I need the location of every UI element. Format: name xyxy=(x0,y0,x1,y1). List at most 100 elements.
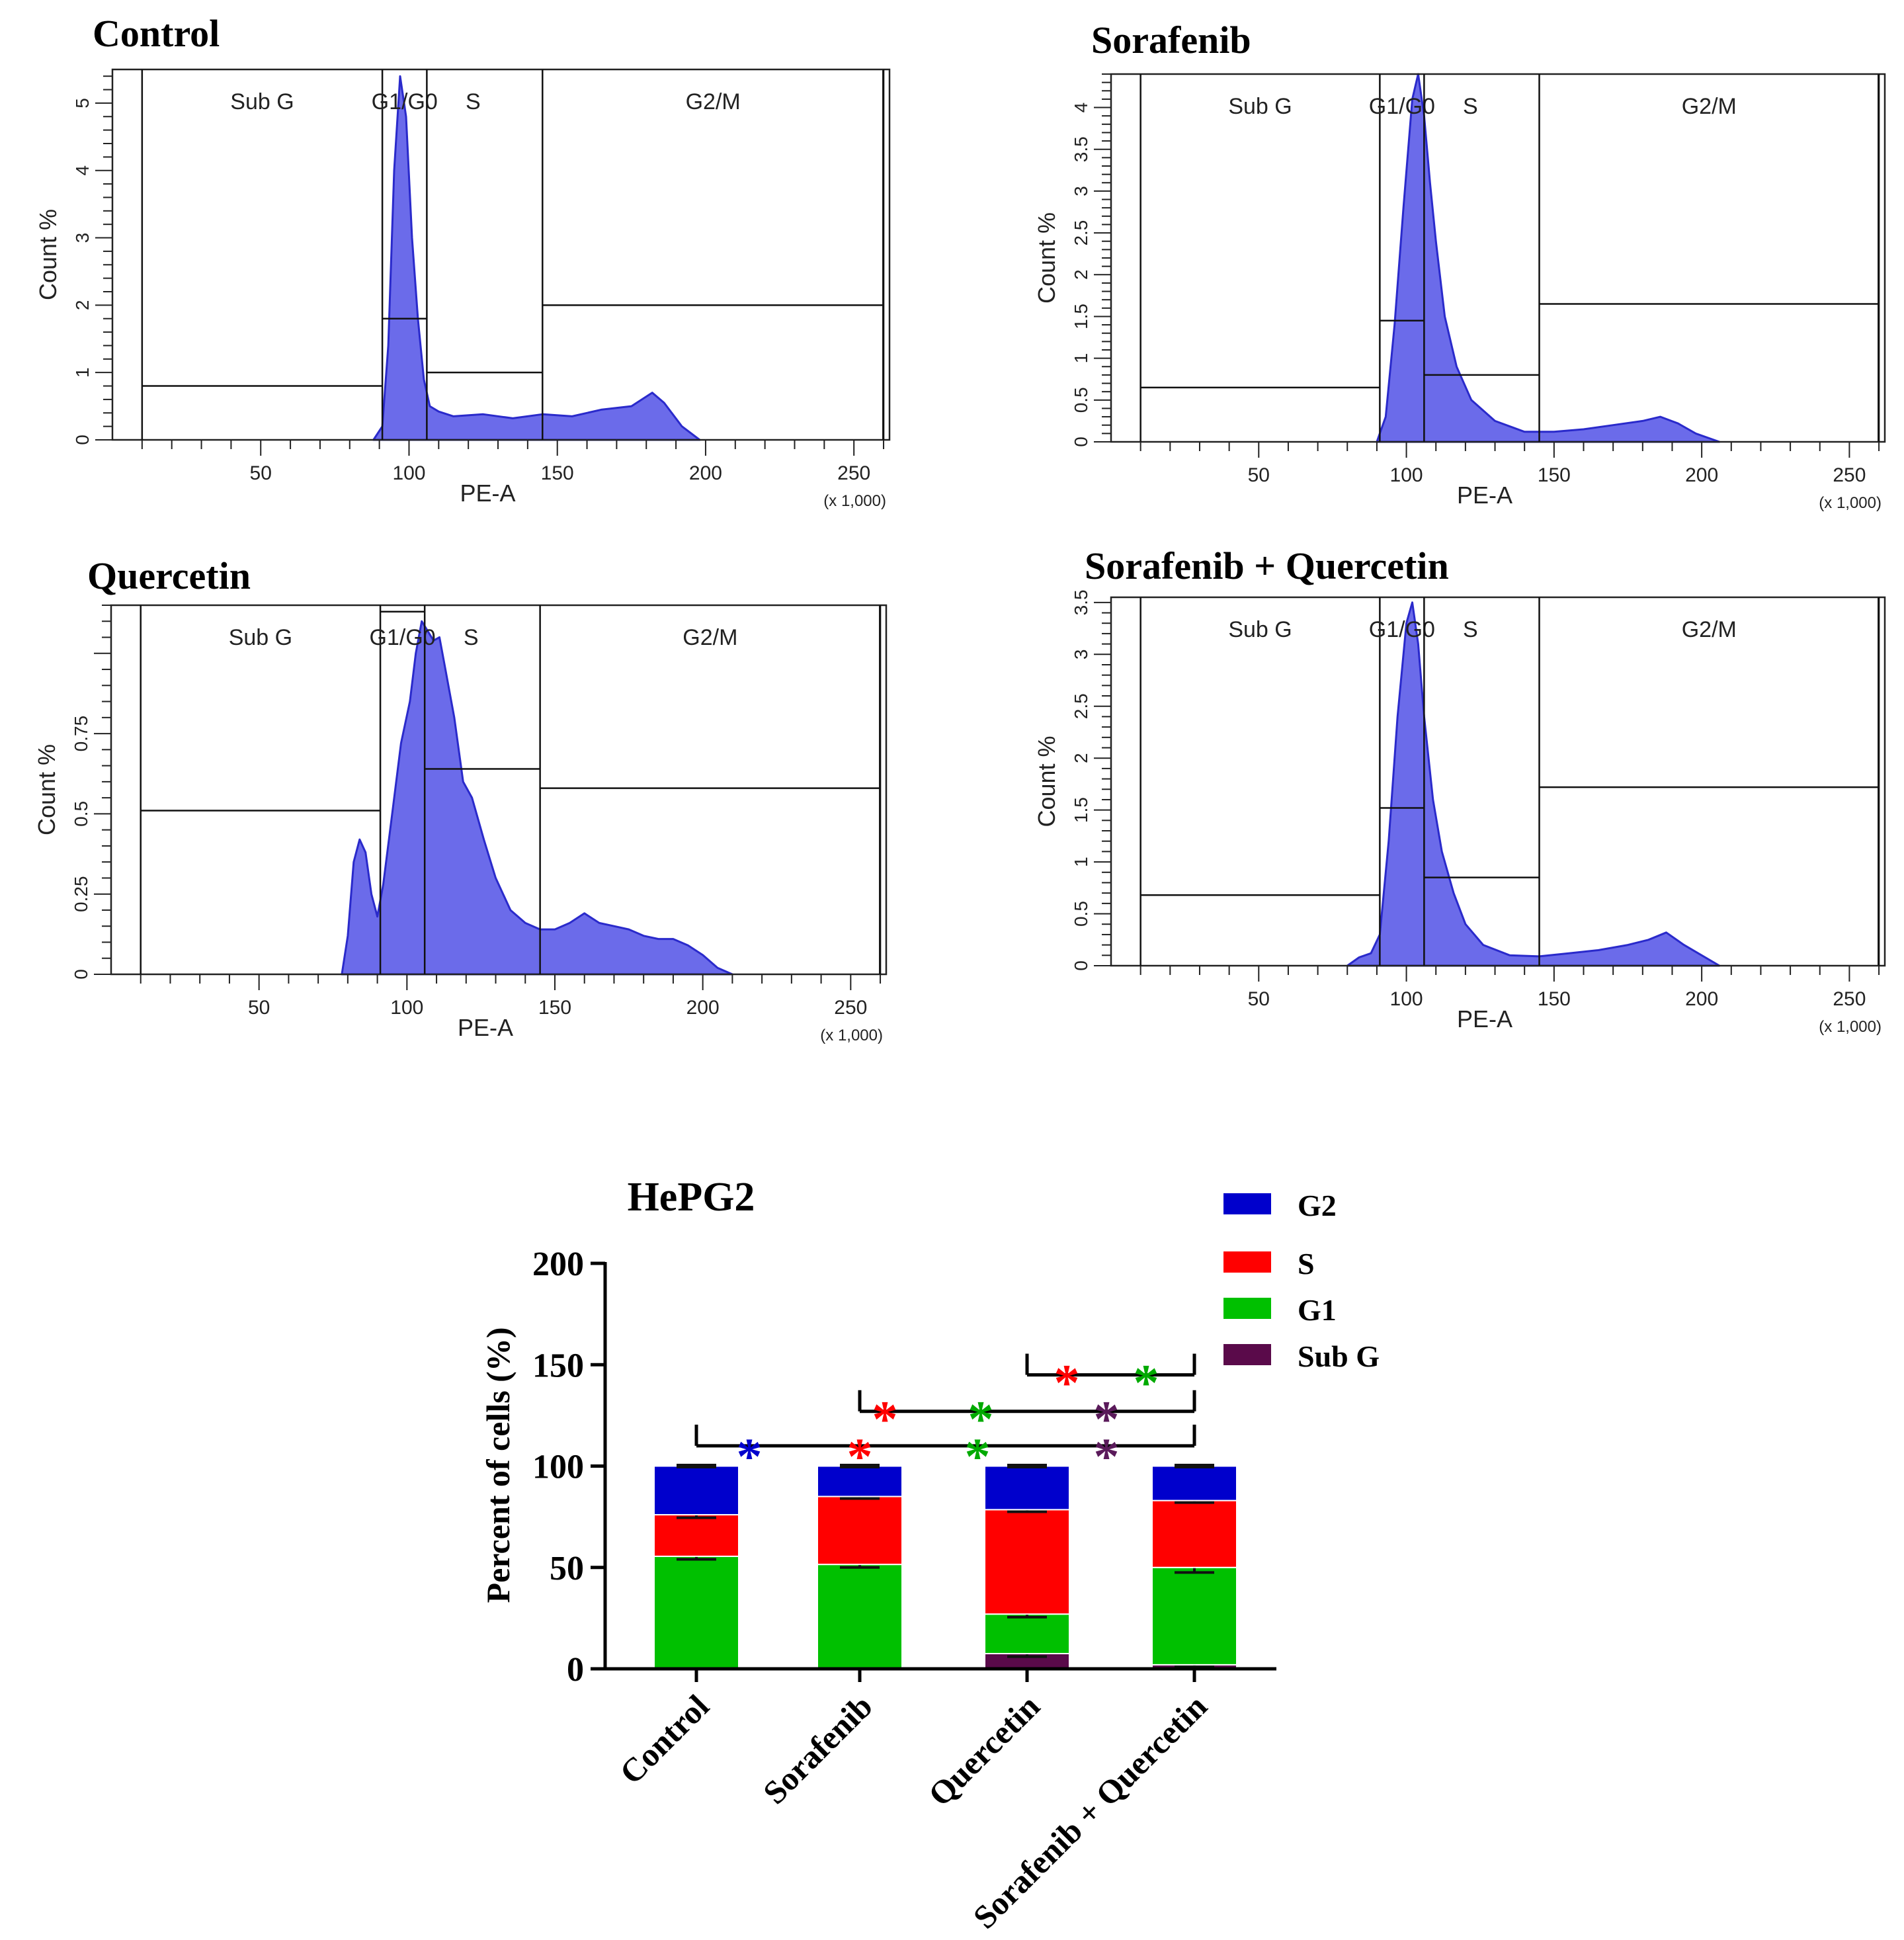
y-tick-label: 3 xyxy=(72,233,93,243)
x-tick-label: 200 xyxy=(689,462,722,484)
gate-label: Sub G xyxy=(1228,94,1292,119)
y-tick-label: 0.5 xyxy=(71,801,91,827)
x-tick-label: 250 xyxy=(1833,988,1866,1010)
y-tick-label: 100 xyxy=(532,1449,584,1486)
x-tick-label: 250 xyxy=(1833,464,1866,486)
y-tick-label: 5 xyxy=(72,98,93,108)
gate-label: S xyxy=(466,89,481,114)
legend-swatch xyxy=(1223,1298,1271,1319)
legend-label: Sub G xyxy=(1298,1339,1380,1373)
significance-star: * xyxy=(1134,1354,1159,1412)
significance-star: * xyxy=(1094,1427,1120,1485)
bar-segment-g1 xyxy=(653,1555,739,1669)
bar-segment-g2 xyxy=(653,1465,739,1516)
gate-label: S xyxy=(464,625,479,650)
x-axis-label: PE-A xyxy=(460,480,515,507)
x-tick-label: 250 xyxy=(834,997,867,1019)
significance-star: * xyxy=(847,1427,873,1485)
histogram-panel-3: Quercetin Sub G G1/G0 S G2/M 50 100 150 200 250 PE… xyxy=(33,554,888,1044)
plot-frame xyxy=(1110,73,1886,443)
y-tick-label: 0.75 xyxy=(71,716,91,752)
chart-title: HePG2 xyxy=(628,1175,755,1220)
gate-label: G2/M xyxy=(686,89,741,114)
x-tick-label: 50 xyxy=(250,462,272,484)
legend-label: G2 xyxy=(1298,1189,1337,1222)
y-tick-label: 2.5 xyxy=(1071,220,1091,246)
x-tick-label: 50 xyxy=(248,997,270,1019)
y-axis-label: Count % xyxy=(33,744,60,835)
gate-label: Sub G xyxy=(230,89,294,114)
histogram-panel-2: Sorafenib Sub G G1/G0 S G2/M 50 100 150 200 250 PE… xyxy=(1033,19,1886,512)
gate-label: G1/G0 xyxy=(372,89,438,114)
legend-label: G1 xyxy=(1298,1293,1337,1327)
y-tick-label: 1 xyxy=(1071,353,1091,364)
significance-star: * xyxy=(1094,1390,1120,1448)
y-tick-label: 2 xyxy=(1071,269,1091,280)
gate-label: G2/M xyxy=(1682,617,1737,642)
bar-segment-g1 xyxy=(1151,1566,1237,1666)
y-axis-label: Count % xyxy=(34,209,62,300)
y-tick-label: 3 xyxy=(1071,650,1091,660)
histogram-area xyxy=(341,620,733,976)
y-tick-label: 1 xyxy=(1071,857,1091,867)
y-tick-label: 0 xyxy=(567,1651,584,1689)
plot-frame xyxy=(1110,596,1886,967)
bar-segment-s xyxy=(817,1496,903,1566)
y-tick-label: 0.5 xyxy=(1071,901,1091,927)
y-tick-label: 0.25 xyxy=(71,876,91,912)
x-axis-label: PE-A xyxy=(1457,482,1512,509)
histogram-area xyxy=(1376,73,1721,443)
significance-star: * xyxy=(968,1390,994,1448)
y-tick-label: 4 xyxy=(1071,103,1091,113)
gate-label: G1/G0 xyxy=(1369,617,1435,642)
x-scale-note: (x 1,000) xyxy=(823,492,886,510)
y-tick-label: 2 xyxy=(1071,753,1091,763)
y-tick-label: 3 xyxy=(1071,186,1091,196)
y-tick-label: 2.5 xyxy=(1071,693,1091,719)
x-scale-note: (x 1,000) xyxy=(820,1027,883,1044)
y-tick-label: 1 xyxy=(72,367,93,378)
x-tick-label: 50 xyxy=(1248,988,1270,1010)
significance-star: * xyxy=(965,1427,991,1485)
y-tick-label: 0 xyxy=(72,435,93,445)
histogram-area xyxy=(1346,601,1721,967)
significance-star: * xyxy=(872,1390,898,1448)
gate-label: S xyxy=(1463,94,1478,119)
panel-title: Quercetin xyxy=(87,554,251,597)
gate-label: G1/G0 xyxy=(370,625,436,650)
legend-swatch xyxy=(1223,1251,1271,1273)
x-tick-label: 250 xyxy=(837,462,870,484)
y-tick-label: 4 xyxy=(72,165,93,176)
panel-title: Control xyxy=(93,12,220,55)
x-axis-label: PE-A xyxy=(458,1014,513,1041)
y-tick-label: 0 xyxy=(71,969,91,980)
panel-title: Sorafenib xyxy=(1091,19,1251,62)
x-tick-label: 100 xyxy=(390,997,423,1019)
x-tick-label: 150 xyxy=(1538,988,1571,1010)
y-tick-label: 200 xyxy=(532,1245,584,1283)
bar-segment-g1 xyxy=(817,1564,903,1669)
x-tick-label: 100 xyxy=(392,462,425,484)
plot-frame xyxy=(111,68,891,441)
x-tick-label: 150 xyxy=(1538,464,1571,486)
histogram-area xyxy=(372,75,701,441)
x-tick-label: 100 xyxy=(1390,988,1423,1010)
y-tick-label: 1.5 xyxy=(1071,304,1091,329)
x-tick-label: 100 xyxy=(1390,464,1423,486)
x-tick-label: 200 xyxy=(686,997,720,1019)
x-scale-note: (x 1,000) xyxy=(1819,494,1882,512)
panel-title: Sorafenib + Quercetin xyxy=(1085,544,1449,587)
gate-label: Sub G xyxy=(229,625,292,650)
y-tick-label: 3.5 xyxy=(1071,136,1091,162)
x-scale-note: (x 1,000) xyxy=(1819,1018,1882,1036)
category-label: Sorafenib xyxy=(756,1687,880,1811)
y-tick-label: 3.5 xyxy=(1071,589,1091,615)
y-tick-label: 150 xyxy=(532,1347,584,1384)
y-axis-label: Count % xyxy=(1033,212,1060,304)
gate-label: S xyxy=(1463,617,1478,642)
x-tick-label: 150 xyxy=(538,997,571,1019)
significance-star: * xyxy=(737,1427,763,1485)
